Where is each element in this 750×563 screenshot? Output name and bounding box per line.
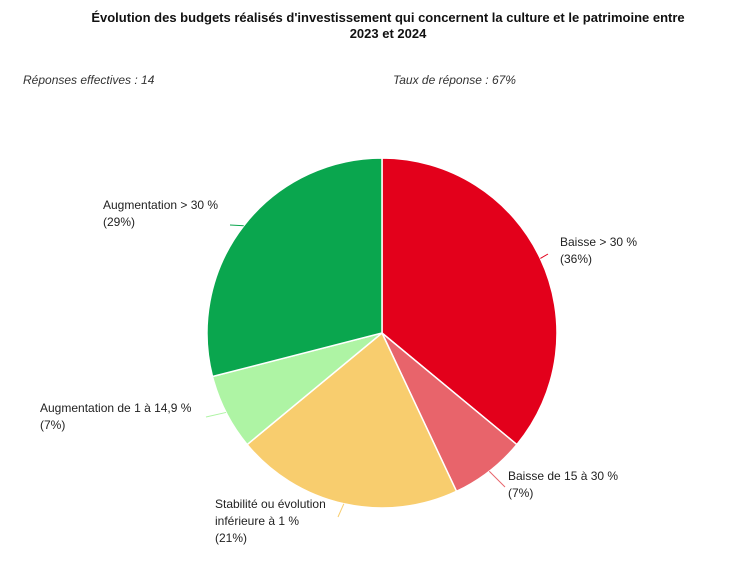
slice-leader-line <box>337 503 345 518</box>
pie-slice <box>206 157 383 378</box>
slice-label: Augmentation de 1 à 14,9 % (7%) <box>40 401 192 432</box>
responses-count: Réponses effectives : 14 <box>23 73 155 87</box>
slice-label: Stabilité ou évolution inférieure à 1 % (2… <box>215 497 326 545</box>
response-rate: Taux de réponse : 67% <box>393 73 516 87</box>
pie-slice <box>246 331 458 509</box>
slice-label: Baisse de 15 à 30 % (7%) <box>508 469 618 500</box>
slice-label: Augmentation > 30 % (29%) <box>103 198 218 229</box>
slice-leader-line <box>540 253 549 259</box>
chart-title-line-2: 2023 et 2024 <box>349 26 427 41</box>
chart-title-line-1: Évolution des budgets réalisés d'investi… <box>91 10 685 25</box>
slice-leader-line <box>488 470 506 488</box>
chart-title: Évolution des budgets réalisés d'investi… <box>0 10 750 42</box>
slice-label: Baisse > 30 % (36%) <box>560 235 637 266</box>
slice-leader-line <box>205 411 227 418</box>
slice-leader-line <box>229 224 244 227</box>
